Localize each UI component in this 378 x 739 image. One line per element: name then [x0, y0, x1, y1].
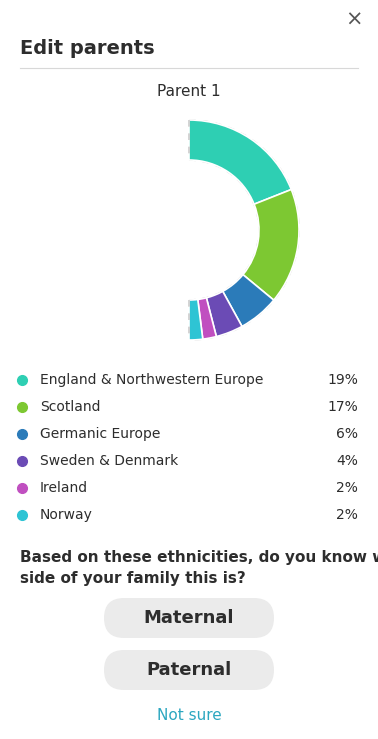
Wedge shape	[223, 275, 274, 327]
Text: Norway: Norway	[40, 508, 93, 522]
Text: 17%: 17%	[327, 400, 358, 414]
Wedge shape	[189, 120, 291, 204]
Text: Not sure: Not sure	[156, 709, 222, 723]
Text: Sweden & Denmark: Sweden & Denmark	[40, 454, 178, 468]
Text: Scotland: Scotland	[40, 400, 101, 414]
Text: 4%: 4%	[336, 454, 358, 468]
Text: Ireland: Ireland	[40, 481, 88, 495]
Text: ×: ×	[345, 10, 363, 30]
Text: Paternal: Paternal	[146, 661, 232, 679]
Text: 2%: 2%	[336, 508, 358, 522]
Text: 19%: 19%	[327, 373, 358, 387]
Text: Parent 1: Parent 1	[157, 84, 221, 100]
Text: Edit parents: Edit parents	[20, 38, 155, 58]
Text: 6%: 6%	[336, 427, 358, 441]
Wedge shape	[189, 299, 203, 340]
Text: Maternal: Maternal	[144, 609, 234, 627]
Text: England & Northwestern Europe: England & Northwestern Europe	[40, 373, 263, 387]
FancyBboxPatch shape	[104, 650, 274, 690]
Wedge shape	[243, 189, 299, 300]
Wedge shape	[198, 298, 216, 339]
Wedge shape	[206, 291, 242, 336]
FancyBboxPatch shape	[104, 598, 274, 638]
Text: 2%: 2%	[336, 481, 358, 495]
Text: Germanic Europe: Germanic Europe	[40, 427, 160, 441]
Text: Based on these ethnicities, do you know which
side of your family this is?: Based on these ethnicities, do you know …	[20, 550, 378, 586]
